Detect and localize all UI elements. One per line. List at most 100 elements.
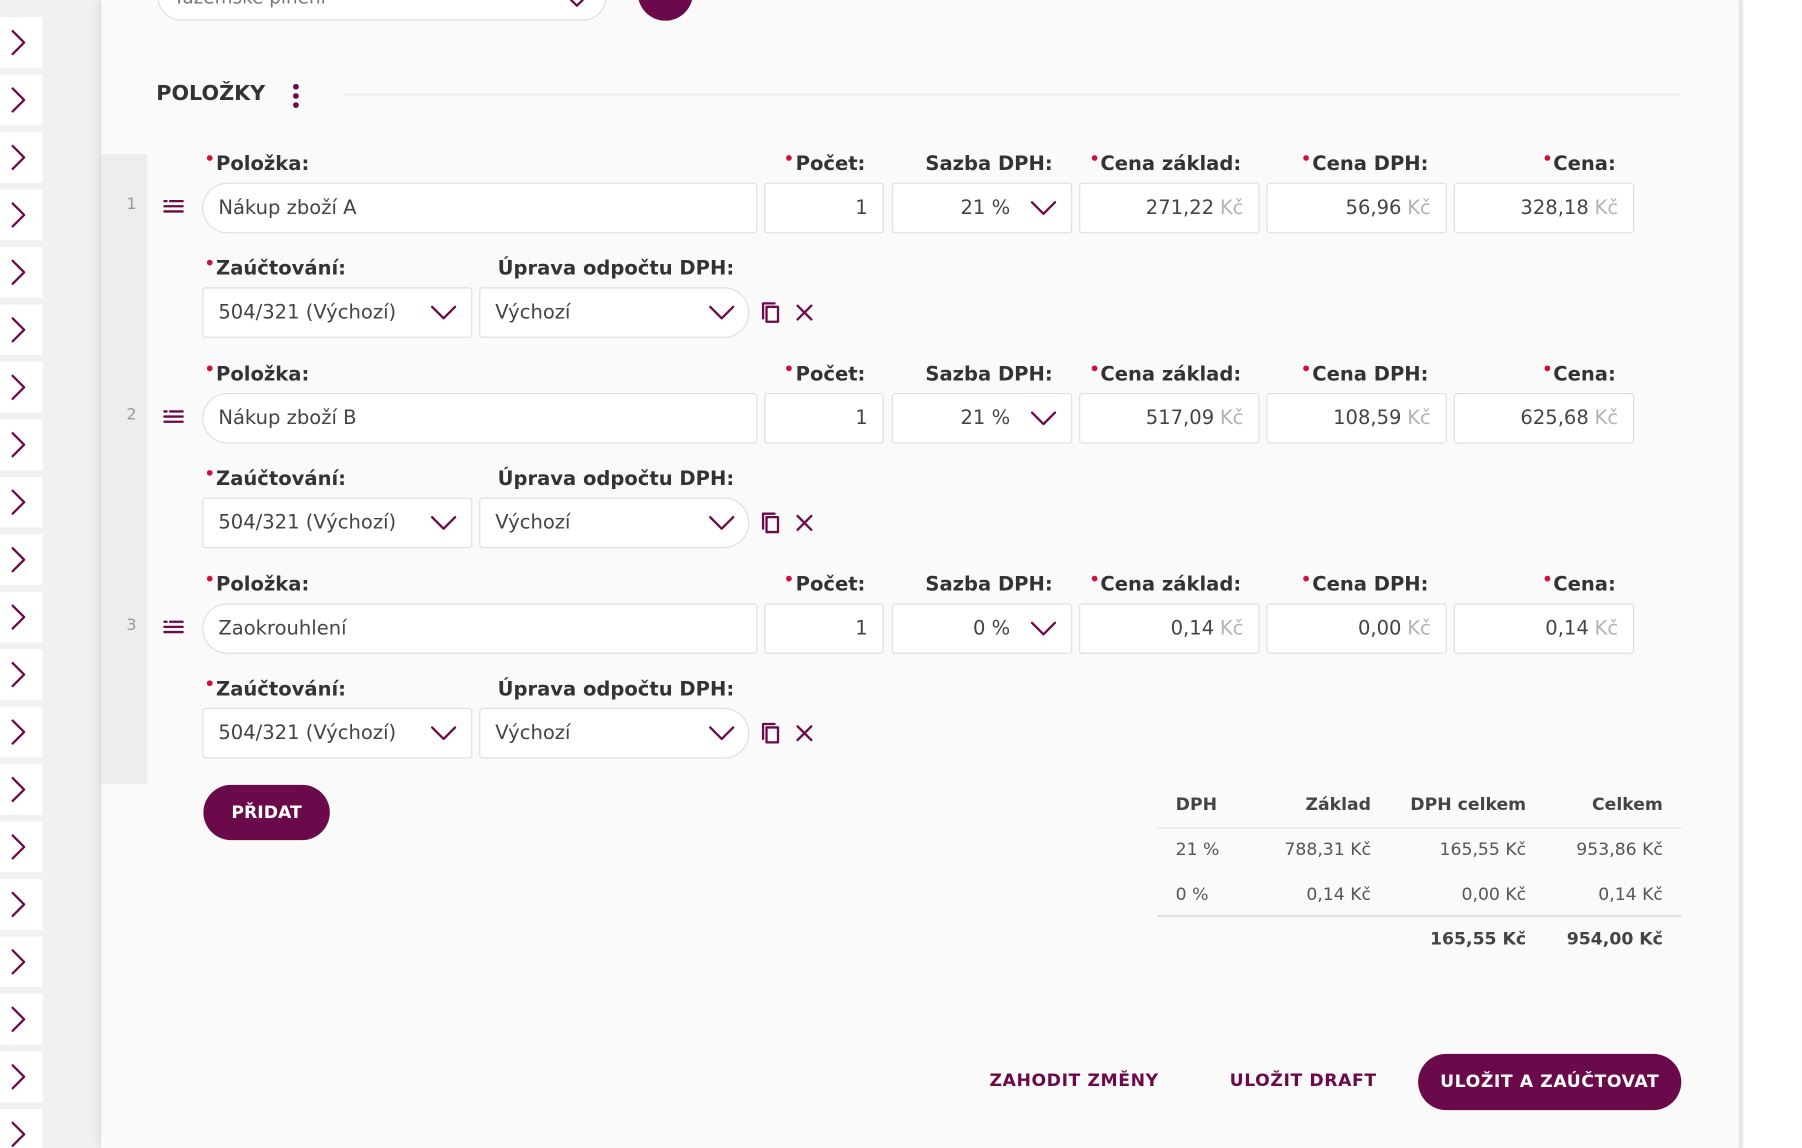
sidebar-item[interactable] <box>0 764 43 815</box>
account-select[interactable]: 504/321 (Výchozí) <box>202 707 473 759</box>
drag-handle[interactable] <box>163 409 184 424</box>
label-text: Sazba DPH: <box>925 152 1053 176</box>
round-button[interactable] <box>637 0 693 21</box>
chevron-right-shape <box>11 1064 26 1090</box>
sidebar-item[interactable] <box>0 304 43 356</box>
count-input[interactable]: 1 <box>764 182 884 234</box>
sidebar-item[interactable] <box>0 1108 43 1148</box>
item-name-input[interactable]: Nákup zboží B <box>202 393 758 444</box>
vat-input[interactable]: 56,96 Kč <box>1266 182 1447 234</box>
base-input[interactable]: 517,09 Kč <box>1079 393 1260 444</box>
chevron-down <box>570 0 584 7</box>
price-input[interactable]: 625,68 Kč <box>1453 393 1635 444</box>
vat-input[interactable]: 0,00 Kč <box>1266 603 1447 654</box>
sidebar-item[interactable] <box>0 17 43 68</box>
required-dot <box>206 680 213 687</box>
field-label: Zaúčtování: <box>206 257 346 281</box>
account-select[interactable]: 504/321 (Výchozí) <box>202 497 473 549</box>
count-input[interactable]: 1 <box>764 603 884 654</box>
account-select[interactable]: 504/321 (Výchozí) <box>202 287 473 338</box>
label-text: Úprava odpočtu DPH: <box>497 467 735 491</box>
price-input[interactable]: 0,14 Kč <box>1453 603 1635 654</box>
sidebar-item[interactable] <box>0 74 43 126</box>
required-dot <box>1544 575 1550 582</box>
copy-icon[interactable] <box>761 722 782 745</box>
field-label: Zaúčtování: <box>206 678 346 702</box>
amount: 0,14 <box>1545 617 1589 641</box>
amount: 0,14 <box>1170 617 1215 641</box>
chevron-down <box>709 515 735 530</box>
sidebar-item[interactable] <box>0 1051 43 1103</box>
add-button[interactable]: PŘIDAT <box>203 784 330 841</box>
sidebar-item[interactable] <box>0 189 43 241</box>
label-text: Úprava odpočtu DPH: <box>497 257 735 281</box>
discard-button[interactable]: ZAHODIT ZMĚNY <box>989 1069 1159 1091</box>
summary-total: 954,00 Kč <box>1566 928 1663 950</box>
sidebar-item[interactable] <box>0 879 43 930</box>
vat-rate-select[interactable]: 0 % <box>891 603 1073 654</box>
chevron-right-shape <box>11 1121 26 1147</box>
field-label: Položka: <box>206 573 309 596</box>
adjustment-select[interactable]: Výchozí <box>479 497 750 549</box>
adjustment-select[interactable]: Výchozí <box>479 287 750 338</box>
copy-icon[interactable] <box>761 301 782 324</box>
chevron-right <box>11 202 26 228</box>
divider <box>342 94 1682 96</box>
sidebar-item[interactable] <box>0 649 43 700</box>
chevron-down <box>709 726 735 741</box>
remove-icon[interactable] <box>795 724 813 742</box>
amount: 625,68 <box>1520 406 1589 430</box>
sidebar-item[interactable] <box>0 534 43 585</box>
item-name-input[interactable]: Nákup zboží A <box>202 182 758 234</box>
base-input[interactable]: 271,22 Kč <box>1079 182 1260 234</box>
chevron-right-shape <box>11 87 26 113</box>
sidebar-item[interactable] <box>0 476 43 528</box>
sidebar-item[interactable] <box>0 936 43 988</box>
label-text: Položka: <box>216 363 310 387</box>
remove-icon[interactable] <box>795 514 813 532</box>
price-input[interactable]: 328,18 Kč <box>1453 182 1635 234</box>
remove-icon[interactable] <box>795 303 813 321</box>
chevron-right-shape <box>11 719 26 745</box>
menu-dot <box>293 102 299 109</box>
section-title: POLOŽKY <box>156 81 266 106</box>
menu-dot[interactable] <box>293 83 299 90</box>
vat-rate-select[interactable]: 21 % <box>891 393 1073 444</box>
remove-icon-shape <box>796 514 813 531</box>
chevron-down-shape <box>709 726 735 741</box>
chevron-right <box>11 87 26 113</box>
summary-header: Celkem <box>1591 794 1663 815</box>
summary-header: DPH celkem <box>1410 794 1527 815</box>
sidebar-item[interactable] <box>0 419 43 471</box>
amount: 271,22 <box>1145 196 1215 220</box>
item-name-input[interactable]: Zaokrouhlení <box>202 603 758 654</box>
sidebar-item[interactable] <box>0 706 43 758</box>
required-dot <box>786 365 793 372</box>
chevron-right <box>11 1121 26 1147</box>
sidebar-item[interactable] <box>0 247 43 298</box>
chevron-right-shape <box>11 949 26 975</box>
sidebar-item[interactable] <box>0 821 43 873</box>
sidebar-item[interactable] <box>0 132 43 183</box>
vat-rate-select[interactable]: 21 % <box>891 182 1073 234</box>
type-select[interactable]: Tuzemské plnění <box>157 0 607 21</box>
base-input[interactable]: 0,14 Kč <box>1079 603 1260 654</box>
summary-cell: 165,55 Kč <box>1439 838 1527 860</box>
remove-icon-shape <box>796 725 813 742</box>
label-text: Cena základ: <box>1100 152 1242 176</box>
label-text: Zaúčtování: <box>216 678 346 702</box>
sidebar-item[interactable] <box>0 994 43 1045</box>
vat-input[interactable]: 108,59 Kč <box>1266 393 1447 444</box>
label-text: Zaúčtování: <box>216 257 346 281</box>
sidebar-item[interactable] <box>0 361 43 413</box>
drag-handle[interactable] <box>163 199 184 214</box>
label-text: Cena základ: <box>1100 573 1242 597</box>
draft-button[interactable]: ULOŽIT DRAFT <box>1229 1069 1377 1091</box>
count-input[interactable]: 1 <box>764 393 884 444</box>
copy-icon[interactable] <box>761 511 782 534</box>
adjustment-select[interactable]: Výchozí <box>479 707 750 759</box>
sidebar-item[interactable] <box>0 591 43 643</box>
save-button[interactable]: ULOŽIT A ZAÚČTOVAT <box>1418 1053 1682 1111</box>
drag-handle[interactable] <box>163 619 184 634</box>
